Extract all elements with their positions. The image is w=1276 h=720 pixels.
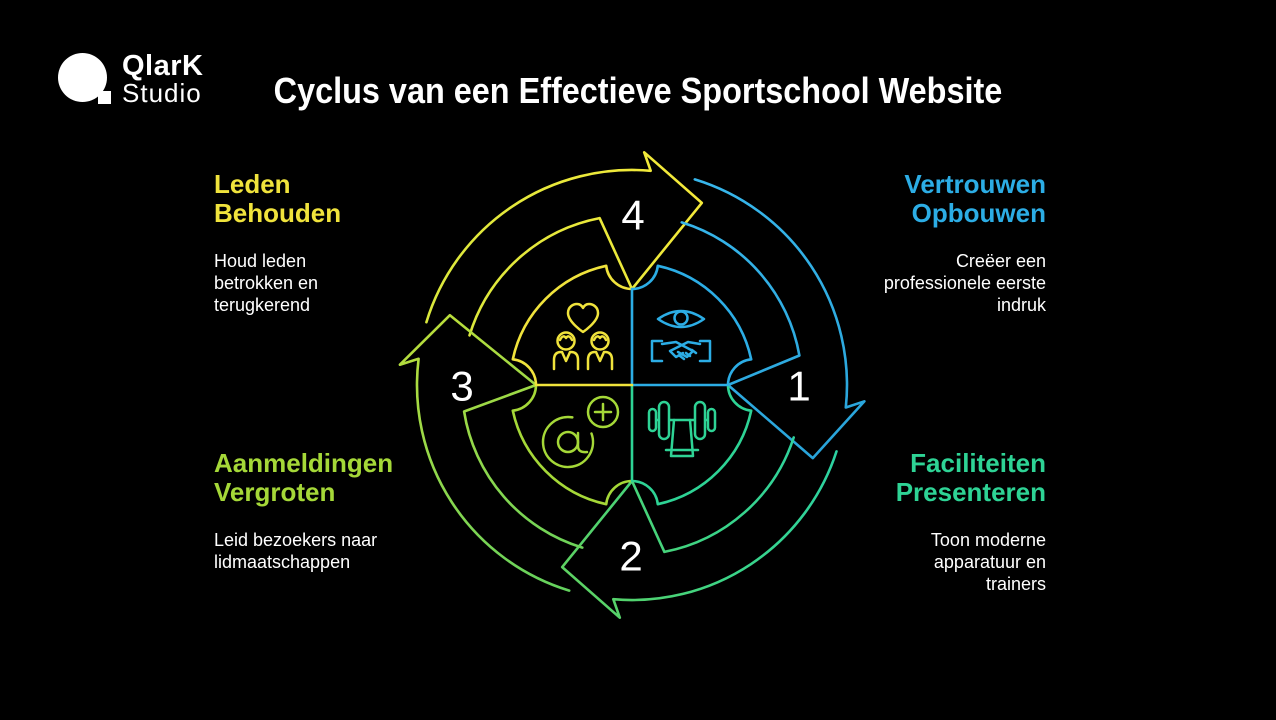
step-description: Houd leden betrokken en terugkerend xyxy=(214,251,319,315)
barbell-bench-icon xyxy=(647,400,717,458)
step-heading: Vertrouwen Opbouwen xyxy=(904,169,1046,228)
arrow-3 xyxy=(398,313,584,592)
step-number-2: 2 xyxy=(619,533,642,580)
quadrant-arc-top-left xyxy=(511,264,634,387)
at-sign-plus-icon xyxy=(541,395,620,469)
quadrant-arc-bottom-left xyxy=(511,383,634,506)
logo-square-icon xyxy=(98,91,111,104)
quadrant-arc-top-right xyxy=(630,264,753,387)
step-description: Leid bezoekers naar lidmaatschappen xyxy=(214,530,378,572)
arrow-1 xyxy=(680,178,866,460)
step-description: Creëer een professionele eerste indruk xyxy=(883,251,1046,315)
step-number-1: 1 xyxy=(787,363,810,410)
step-label-bottom-right: Faciliteiten Presenteren Toon moderne ap… xyxy=(826,449,1046,595)
arrow-4 xyxy=(425,151,704,337)
brand-name: QlarK xyxy=(122,50,204,82)
step-heading: Faciliteiten Presenteren xyxy=(895,448,1046,507)
page-title: Cyclus van een Effectieve Sportschool We… xyxy=(273,70,1003,111)
step-number-4: 4 xyxy=(621,192,644,239)
quadrant-arc-bottom-right xyxy=(630,383,753,506)
eye-handshake-icon xyxy=(650,309,712,363)
brand-subname: Studio xyxy=(122,78,202,108)
step-label-bottom-left: Aanmeldingen Vergroten Leid bezoekers na… xyxy=(214,449,434,573)
people-heart-icon xyxy=(552,302,614,371)
inner-wheel xyxy=(511,264,753,506)
step-number-3: 3 xyxy=(450,363,473,410)
arrow-2 xyxy=(560,436,838,619)
step-label-top-right: Vertrouwen Opbouwen Creëer een professio… xyxy=(816,170,1046,316)
step-description: Toon moderne apparatuur en trainers xyxy=(930,530,1046,594)
step-heading: Aanmeldingen Vergroten xyxy=(214,448,394,507)
step-label-top-left: Leden Behouden Houd leden betrokken en t… xyxy=(214,170,434,316)
step-heading: Leden Behouden xyxy=(214,169,342,228)
